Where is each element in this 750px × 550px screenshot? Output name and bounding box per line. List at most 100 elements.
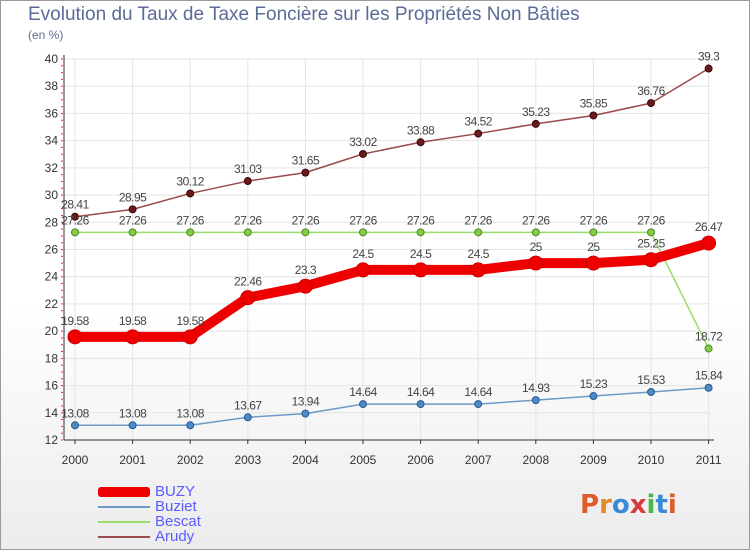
data-label-buzy: 26.47 bbox=[695, 220, 723, 234]
y-tick-label: 36 bbox=[45, 106, 59, 120]
data-point-arudy bbox=[71, 212, 79, 221]
logo-letter: r bbox=[599, 490, 612, 520]
y-tick-label: 18 bbox=[45, 351, 59, 365]
data-label-buziet: 14.93 bbox=[522, 381, 550, 395]
data-label-buzy: 22.46 bbox=[234, 275, 262, 289]
y-tick-label: 12 bbox=[45, 433, 59, 447]
data-label-buziet: 15.84 bbox=[695, 369, 723, 383]
data-point-bescat bbox=[704, 344, 713, 353]
data-label-arudy: 35.23 bbox=[522, 105, 550, 119]
data-point-bescat bbox=[359, 228, 367, 237]
data-point-arudy bbox=[531, 119, 540, 128]
data-point-bescat bbox=[474, 228, 483, 237]
data-point-buziet bbox=[71, 421, 79, 430]
data-point-arudy bbox=[359, 149, 367, 158]
proxiti-logo: Proxiti bbox=[580, 490, 677, 520]
data-point-buziet bbox=[647, 387, 655, 396]
data-point-buziet bbox=[589, 392, 598, 401]
data-point-buzy bbox=[67, 329, 83, 345]
data-label-buzy: 25.25 bbox=[637, 237, 665, 251]
legend-label-buziet: Buziet bbox=[155, 498, 197, 515]
logo-letter: x bbox=[629, 490, 647, 520]
logo-letter: t bbox=[655, 490, 668, 520]
data-point-arudy bbox=[243, 177, 252, 186]
data-point-buzy bbox=[701, 235, 717, 251]
data-label-arudy: 34.52 bbox=[464, 115, 492, 129]
data-label-buziet: 14.64 bbox=[407, 385, 435, 399]
data-label-arudy: 30.12 bbox=[176, 174, 204, 188]
data-point-arudy bbox=[474, 129, 483, 138]
data-label-arudy: 35.85 bbox=[580, 96, 608, 110]
data-point-buzy bbox=[182, 329, 198, 345]
data-label-buziet: 13.08 bbox=[119, 406, 147, 420]
data-label-bescat: 27.26 bbox=[292, 213, 320, 227]
data-label-bescat: 27.26 bbox=[176, 213, 204, 227]
data-point-buziet bbox=[128, 421, 137, 430]
data-point-bescat bbox=[243, 228, 252, 237]
data-point-arudy bbox=[186, 189, 195, 198]
y-tick-label: 20 bbox=[45, 324, 59, 338]
y-tick-label: 40 bbox=[45, 52, 59, 66]
x-tick-label: 2007 bbox=[465, 453, 492, 467]
y-tick-label: 16 bbox=[45, 379, 59, 393]
x-tick-label: 2004 bbox=[292, 453, 319, 467]
series-line-buzy bbox=[70, 238, 714, 342]
data-point-arudy bbox=[704, 64, 713, 73]
legend-swatch-bescat bbox=[98, 521, 150, 523]
data-label-buziet: 13.08 bbox=[176, 406, 204, 420]
x-tick-label: 2009 bbox=[580, 453, 607, 467]
data-point-buziet bbox=[531, 396, 540, 405]
x-tick-label: 2010 bbox=[638, 453, 665, 467]
data-label-buziet: 13.94 bbox=[292, 395, 320, 409]
data-label-arudy: 39.3 bbox=[698, 50, 720, 64]
legend-label-bescat: Bescat bbox=[155, 513, 201, 530]
series-line-bescat bbox=[74, 231, 710, 350]
data-point-bescat bbox=[531, 228, 540, 237]
x-tick-label: 2003 bbox=[234, 453, 261, 467]
x-tick-label: 2001 bbox=[119, 453, 146, 467]
data-point-buzy bbox=[125, 329, 141, 345]
data-label-arudy: 31.03 bbox=[234, 162, 262, 176]
data-label-buziet: 13.67 bbox=[234, 398, 262, 412]
data-point-bescat bbox=[301, 228, 310, 237]
legend-label-buzy: BUZY bbox=[155, 483, 196, 500]
data-point-bescat bbox=[128, 228, 137, 237]
data-point-buziet bbox=[704, 383, 713, 392]
data-point-buzy bbox=[413, 262, 429, 278]
data-label-buzy: 24.5 bbox=[468, 247, 490, 261]
x-tick-label: 2008 bbox=[522, 453, 549, 467]
series-line-arudy bbox=[74, 67, 710, 218]
data-label-buzy: 23.3 bbox=[295, 263, 317, 277]
data-point-buziet bbox=[416, 400, 425, 409]
y-tick-label: 28 bbox=[45, 215, 59, 229]
data-point-arudy bbox=[589, 111, 598, 120]
data-label-buziet: 14.64 bbox=[464, 385, 492, 399]
data-point-bescat bbox=[647, 228, 655, 237]
data-point-bescat bbox=[589, 228, 598, 237]
data-point-buzy bbox=[470, 262, 486, 278]
data-label-arudy: 28.95 bbox=[119, 190, 147, 204]
y-unit-label: (en %) bbox=[28, 28, 64, 42]
data-point-arudy bbox=[301, 168, 310, 177]
y-tick-label: 22 bbox=[45, 297, 59, 311]
data-point-buzy bbox=[297, 278, 313, 294]
data-point-arudy bbox=[647, 99, 655, 108]
data-label-arudy: 36.76 bbox=[637, 84, 665, 98]
data-label-buziet: 15.53 bbox=[637, 373, 665, 387]
logo-letter: i bbox=[646, 490, 656, 520]
logo-letter: i bbox=[667, 490, 677, 520]
x-tick-label: 2006 bbox=[407, 453, 434, 467]
data-label-buziet: 14.64 bbox=[349, 385, 377, 399]
data-label-buzy: 25 bbox=[530, 240, 543, 254]
series-line-buziet bbox=[74, 386, 710, 427]
data-label-bescat: 27.26 bbox=[349, 213, 377, 227]
data-point-buzy bbox=[528, 255, 544, 271]
legend-swatch-buziet bbox=[98, 506, 150, 508]
data-point-buziet bbox=[474, 400, 483, 409]
data-label-buzy: 24.5 bbox=[352, 247, 374, 261]
data-point-arudy bbox=[416, 138, 425, 147]
y-tick-label: 38 bbox=[45, 79, 59, 93]
data-label-buzy: 25 bbox=[587, 240, 600, 254]
